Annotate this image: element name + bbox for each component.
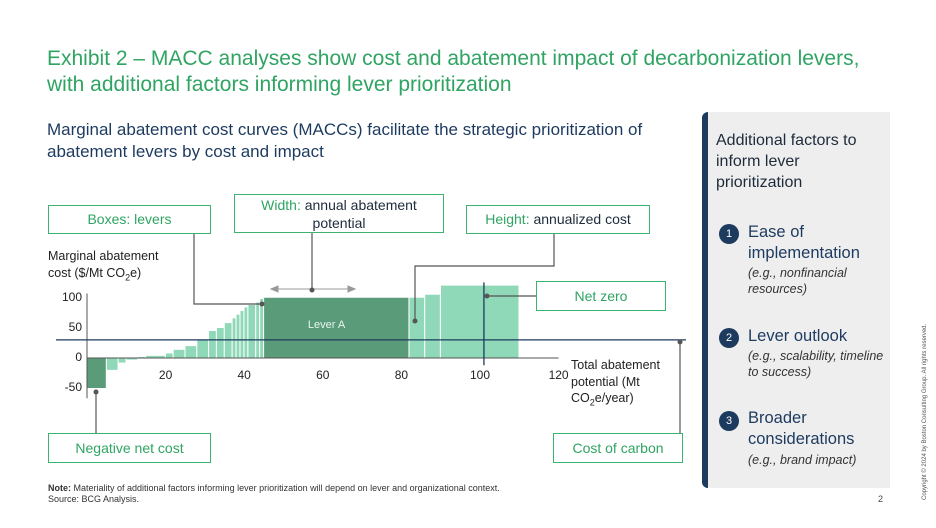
net-zero-label: Net zero [574, 288, 628, 304]
lever-box [232, 317, 236, 359]
source-line: Source: BCG Analysis. [48, 494, 140, 504]
factor-2-heading: Lever outlook [748, 327, 848, 345]
factor-1-heading: Ease of implementation [748, 223, 860, 262]
y-axis-label: Marginal abatement cost ($/Mt CO2e) [48, 248, 158, 287]
connector-dots [93, 287, 683, 395]
lever-box [165, 352, 174, 359]
factor-3-heading: Broader considerations [748, 409, 855, 448]
note-line: Note: Materiality of additional factors … [48, 483, 500, 494]
lever-box [106, 357, 119, 371]
y-axis-label-line1: Marginal abatement [48, 249, 159, 263]
page-number: 2 [878, 494, 884, 504]
factor-2-detail: (e.g., scalability, timeline to success) [748, 349, 884, 379]
lever-box [208, 330, 217, 359]
width-callout: Width: annual abatement potential [234, 194, 444, 233]
lever-box [424, 294, 441, 359]
x-unit-suffix: e/year) [594, 391, 634, 405]
factor-3-detail: (e.g., brand impact) [748, 453, 857, 467]
x-axis-label: Total abatement potential (Mt CO2e/year) [571, 357, 660, 411]
x-tick-label: 20 [158, 368, 173, 382]
lever-boxes [86, 285, 519, 389]
x-axis-label-line1: Total abatement [571, 358, 660, 372]
boxes-label: Boxes: levers [87, 211, 172, 227]
factor-number-2: 2 [719, 328, 739, 348]
x-axis-label-line3: CO2e/year) [571, 390, 660, 411]
x-tick-label: 80 [394, 368, 409, 382]
factor-1-detail: (e.g., nonfinancial resources) [748, 266, 847, 296]
width-arrow [269, 285, 357, 293]
lever-box [409, 297, 425, 359]
note-text: Materiality of additional factors inform… [71, 483, 500, 493]
lever-box [216, 327, 225, 359]
lever-box [118, 357, 126, 364]
net-zero-callout: Net zero [536, 281, 666, 311]
lever-a-label: Lever A [308, 319, 346, 331]
panel-accent-bar [702, 112, 708, 488]
factor-number-1: 1 [719, 224, 739, 244]
footnote: Note: Materiality of additional factors … [48, 483, 500, 505]
x-tick-label: 100 [469, 368, 491, 382]
lever-box [259, 298, 264, 359]
boxes-levers-callout: Boxes: levers [48, 205, 211, 234]
x-axis-label-line2: potential (Mt [571, 374, 640, 389]
width-key: Width: [261, 197, 301, 213]
x-tick-label: 60 [316, 368, 330, 382]
negative-net-cost-callout: Negative net cost [48, 433, 211, 463]
y-unit-sub: 2 [125, 272, 131, 283]
y-axis-label-line2: cost ($/Mt CO2e) [48, 265, 158, 287]
height-callout: Height: annualized cost [466, 205, 650, 234]
copyright-text: Copyright © 2024 by Boston Consulting Gr… [922, 323, 928, 500]
y-unit-suffix: e) [130, 266, 142, 280]
y-tick-label: 0 [75, 350, 82, 364]
lever-box [86, 357, 107, 389]
lever-box [236, 314, 240, 359]
y-tick-label: -50 [64, 380, 82, 395]
y-tick-label: 50 [68, 319, 82, 334]
chart-subtitle: Marginal abatement cost curves (MACCs) f… [47, 120, 643, 161]
x-tick-label: 120 [548, 368, 569, 382]
lever-a-box [263, 297, 409, 359]
x-unit-prefix: CO [571, 391, 590, 405]
cost-of-carbon-label: Cost of carbon [572, 440, 664, 456]
panel-title: Additional factors to inform lever prior… [716, 132, 857, 191]
lever-box [185, 345, 197, 359]
note-label: Note: [48, 483, 71, 493]
factor-number-3: 3 [719, 411, 739, 431]
x-tick-label: 40 [237, 368, 251, 382]
callout-connectors [95, 233, 681, 433]
lever-box [240, 310, 244, 359]
exhibit-title: Exhibit 2 – MACC analyses show cost and … [47, 47, 860, 96]
cost-of-carbon-callout: Cost of carbon [553, 433, 683, 463]
y-unit-prefix: cost ($/Mt CO [48, 266, 126, 280]
lever-box [255, 302, 260, 359]
y-tick-label: 100 [61, 289, 82, 304]
height-desc: annualized cost [529, 211, 631, 227]
lever-box [247, 304, 256, 359]
lever-box [243, 306, 248, 359]
lever-box [440, 285, 519, 359]
lever-box [196, 339, 209, 359]
lever-box [173, 349, 185, 359]
x-unit-sub: 2 [589, 397, 595, 408]
width-desc: annual abatement potential [300, 197, 417, 231]
height-key: Height: [485, 211, 530, 227]
negative-net-cost-label: Negative net cost [75, 440, 184, 456]
